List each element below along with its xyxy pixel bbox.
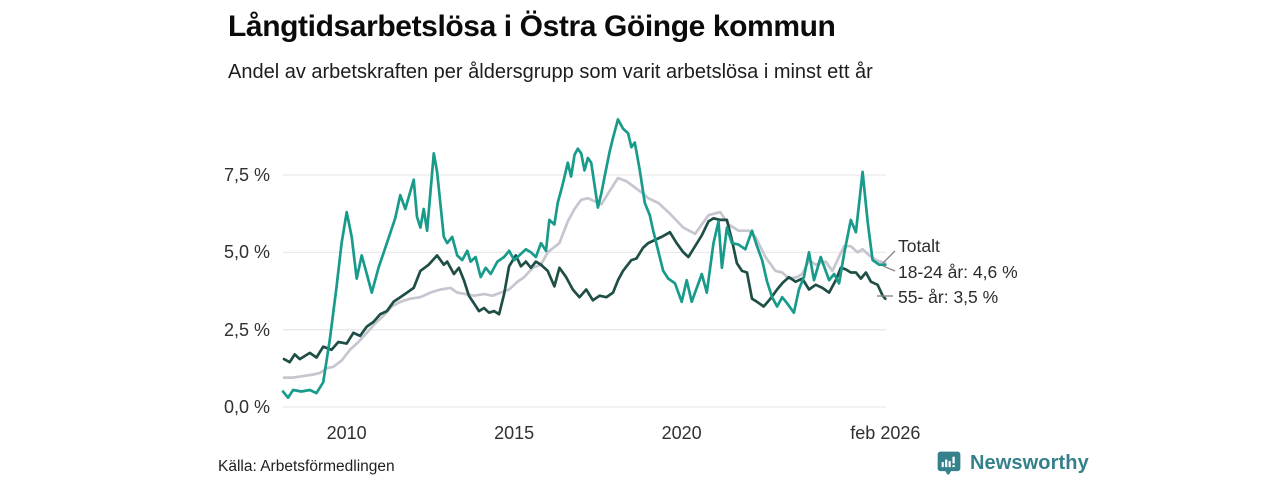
series-end-label-18-24: 18-24 år: 4,6 % <box>898 262 1018 282</box>
chart-subtitle: Andel av arbetskraften per åldersgrupp s… <box>228 61 873 83</box>
label-connector <box>882 250 896 264</box>
y-axis-tick-label: 7,5 % <box>223 165 270 186</box>
page-title: Långtidsarbetslösa i Östra Göinge kommun <box>228 10 836 43</box>
newsworthy-wordmark: Newsworthy <box>970 451 1089 474</box>
series-line-Totalt <box>282 176 887 379</box>
y-axis-tick-label: 5,0 % <box>223 242 270 263</box>
x-axis-tick-label: 2015 <box>494 423 535 443</box>
source-note: Källa: Arbetsförmedlingen <box>218 458 395 475</box>
newsworthy-logo[interactable]: Newsworthy <box>936 449 1089 477</box>
series-line-55- år <box>282 216 887 364</box>
newsworthy-icon <box>937 451 961 475</box>
label-connector <box>882 265 896 272</box>
series-line-18-24 år <box>281 118 887 400</box>
series-end-label-totalt: Totalt <box>898 236 940 256</box>
x-axis-tick-label: feb 2026 <box>850 423 921 443</box>
x-axis-tick-label: 2010 <box>326 423 367 443</box>
x-axis-tick-label: 2020 <box>661 423 702 443</box>
y-axis-tick-label: 0,0 % <box>223 397 270 417</box>
y-axis-tick-label: 2,5 % <box>223 319 270 340</box>
series-end-label-55-plus: 55- år: 3,5 % <box>898 287 999 307</box>
